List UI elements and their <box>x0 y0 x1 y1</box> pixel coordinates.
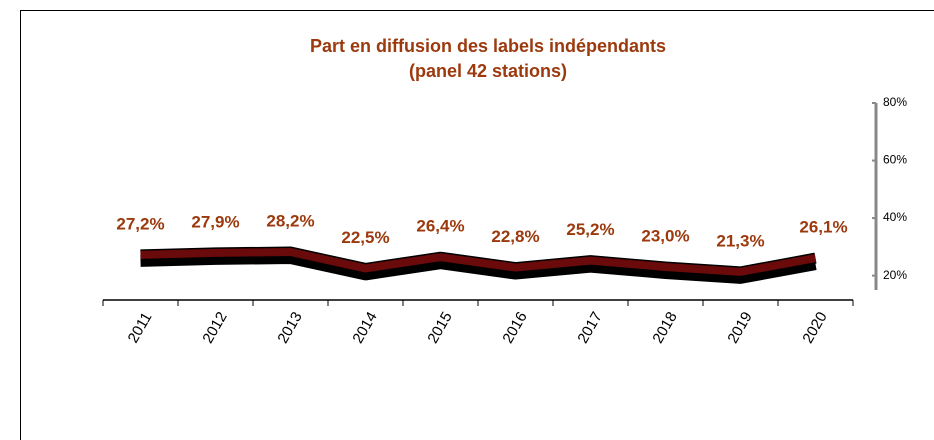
data-label: 21,3% <box>716 231 764 250</box>
x-tick-label: 2013 <box>274 309 305 346</box>
x-tick-label: 2011 <box>125 310 156 346</box>
line-ribbon <box>140 248 817 276</box>
data-label: 26,4% <box>416 217 464 236</box>
x-tick-label: 2016 <box>499 309 530 346</box>
x-tick-label: 2019 <box>724 309 755 346</box>
y-tick-label: 60% <box>883 153 907 167</box>
y-tick-label: 40% <box>883 210 907 224</box>
line-shadow <box>140 252 817 284</box>
chart-title: Part en diffusion des labels indépendant… <box>310 36 666 56</box>
x-tick-label: 2014 <box>349 309 380 346</box>
data-label: 28,2% <box>266 212 314 231</box>
chart-border <box>20 10 934 440</box>
data-label: 23,0% <box>641 226 689 245</box>
x-tick-label: 2012 <box>199 309 230 346</box>
data-label: 22,8% <box>491 227 539 246</box>
y-tick-label: 20% <box>883 268 907 282</box>
x-tick-label: 2017 <box>574 309 605 346</box>
x-tick-label: 2015 <box>424 309 455 346</box>
data-label: 27,2% <box>116 214 164 233</box>
x-tick-label: 2018 <box>649 309 680 346</box>
data-label: 22,5% <box>341 228 389 247</box>
x-tick-label: 2020 <box>799 309 830 346</box>
data-label: 27,9% <box>191 212 239 231</box>
chart-subtitle: (panel 42 stations) <box>409 61 567 81</box>
data-label: 25,2% <box>566 220 614 239</box>
y-tick-label: 80% <box>883 95 907 109</box>
data-label: 26,1% <box>799 218 847 237</box>
